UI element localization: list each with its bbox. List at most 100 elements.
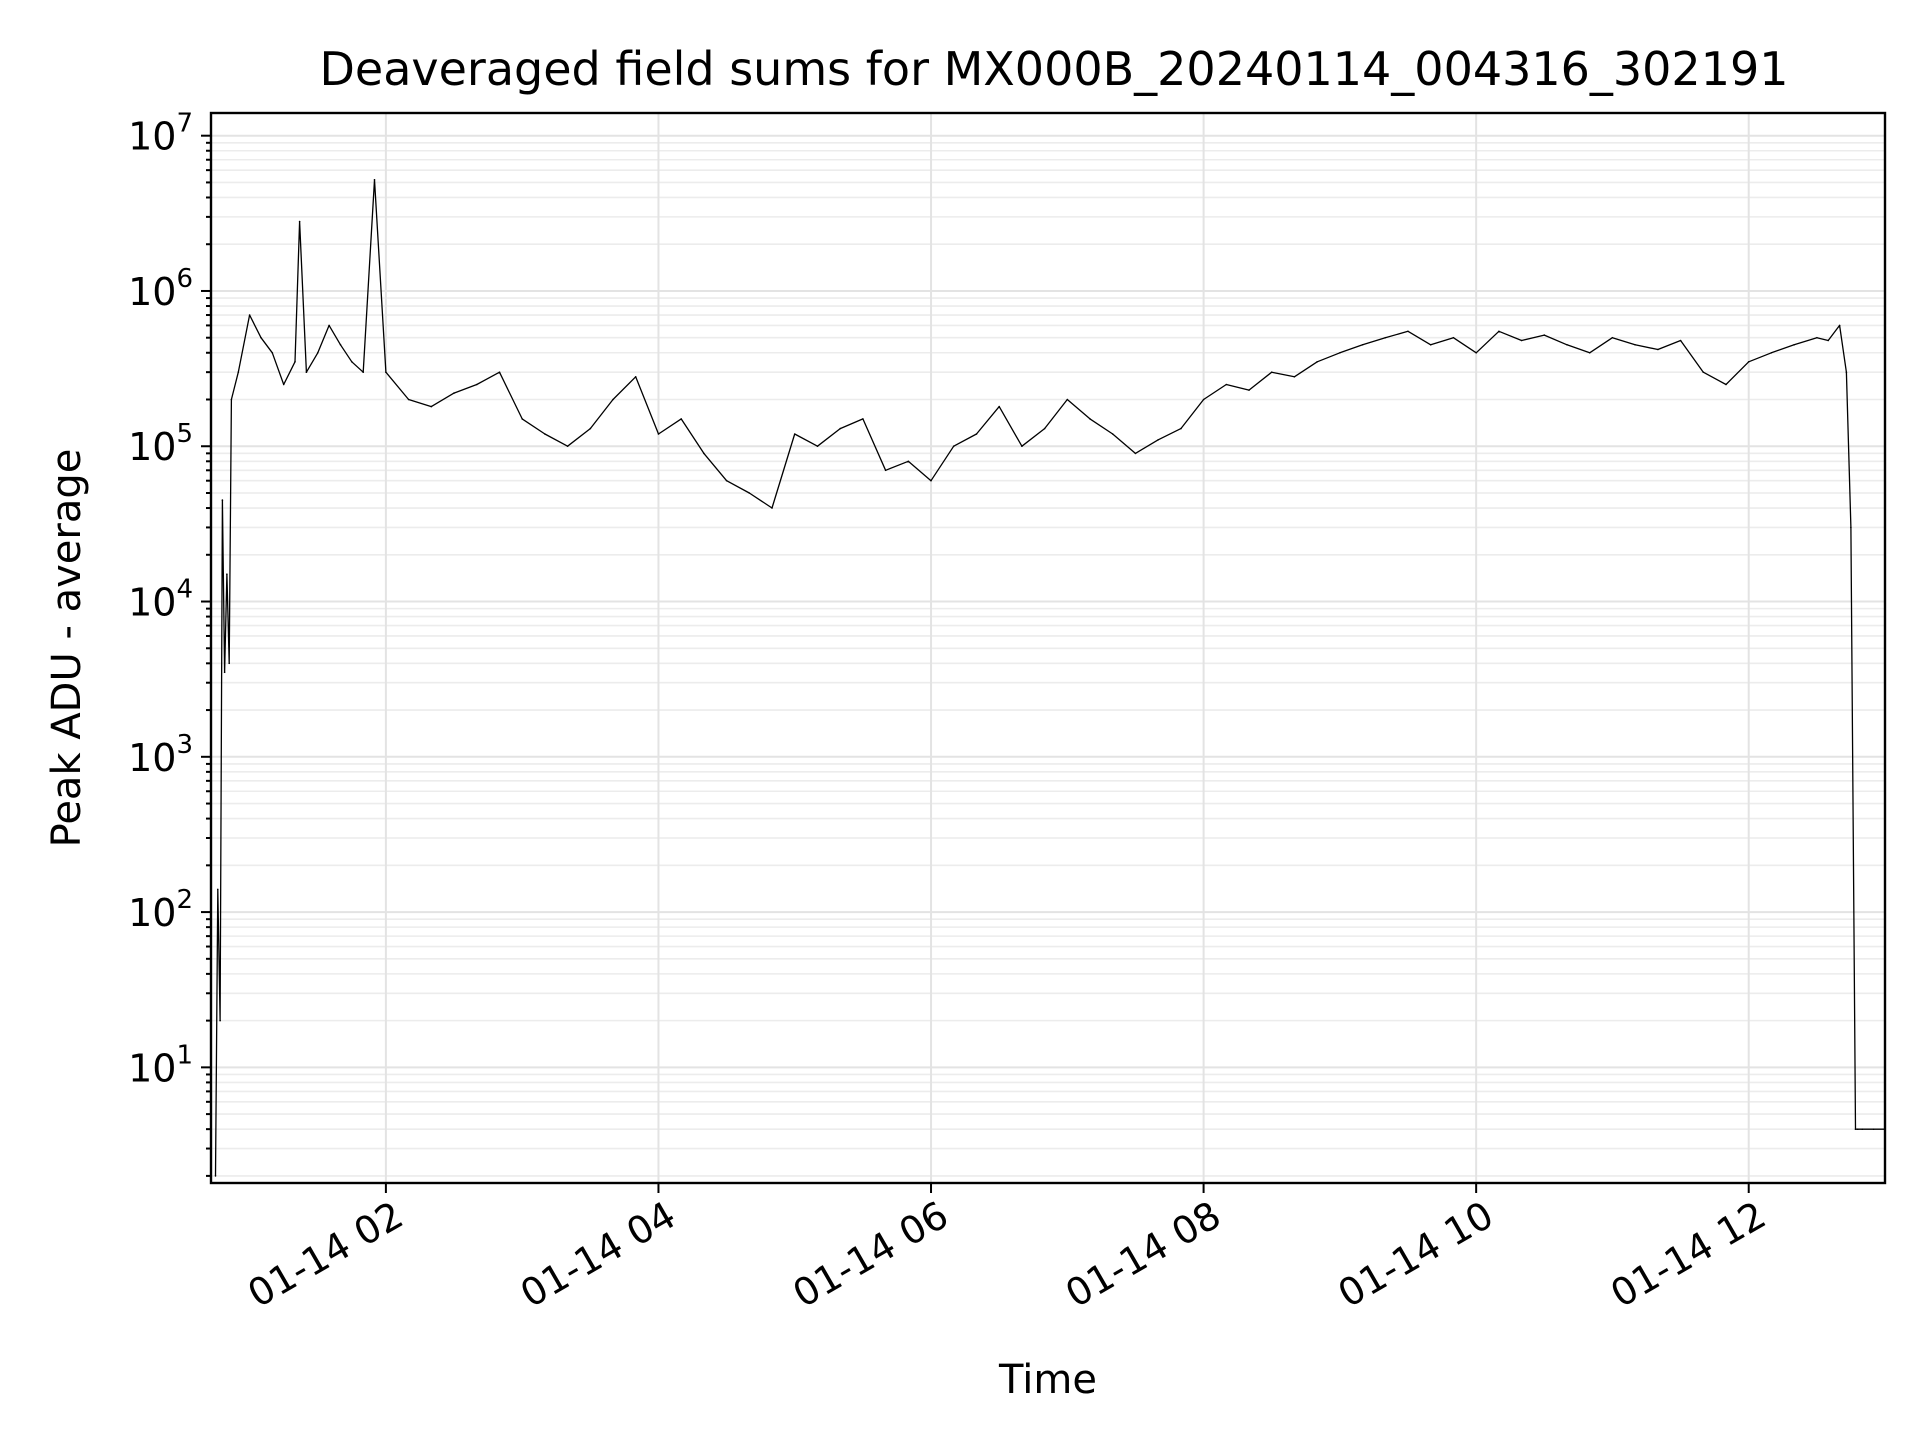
data-point [298,220,301,223]
data-point [271,352,274,354]
data-point [862,418,864,420]
data-point [1747,361,1750,363]
data-point [1225,383,1228,386]
data-point [1293,376,1296,378]
data-point [1854,1128,1857,1130]
data-point [217,888,219,891]
data-point [725,479,728,482]
data-point [1407,330,1409,333]
data-point [975,433,978,435]
data-point [1111,433,1114,435]
y-axis: 101 102 103 104 105 106 107 [128,109,211,1177]
data-point [407,398,410,401]
data-point [339,344,342,346]
data-point [305,371,308,374]
data-point [1498,330,1500,333]
data-point [1202,398,1205,401]
data-point [1856,1128,1859,1130]
data-point [1838,324,1841,327]
data-point [1452,336,1455,339]
data-point [430,405,433,408]
data-point [1021,445,1023,448]
data-point [1827,339,1829,342]
data-point [226,573,228,575]
grid [211,113,1885,1183]
data-point [1679,339,1682,342]
data-point [771,507,773,509]
data-point [1611,336,1614,339]
data-point [1588,352,1591,354]
data-point [221,499,224,501]
data-point [1543,334,1546,336]
data-point [544,433,546,435]
data-point [1850,526,1852,529]
data-point [1066,398,1069,401]
y-axis-label: Peak ADU - average [44,449,90,848]
data-point [907,460,910,463]
data-point [703,452,705,455]
y-tick-label: 103 [128,730,193,780]
data-point [1725,383,1727,386]
data-point [1384,336,1387,339]
data-point [589,427,592,430]
data-point [1872,1128,1875,1130]
data-point [453,392,455,394]
y-tick-label: 105 [128,419,193,469]
chart-title: Deaveraged field sums for MX000B_2024011… [319,42,1788,96]
data-point [385,371,387,374]
data-point [228,662,230,665]
data-point [1316,361,1318,363]
data-point [816,445,819,448]
data-point [1180,427,1182,430]
data-point [219,1019,221,1022]
plot-area [214,179,1886,1177]
data-point [362,371,365,374]
data-point [1702,371,1705,374]
data-point [680,418,682,420]
data-point [952,445,955,448]
data-point [498,371,501,374]
data-point [1566,344,1568,346]
y-tick-label: 102 [128,885,193,935]
data-point [476,383,478,386]
y-tick-label: 107 [128,109,193,159]
data-point [793,433,796,435]
data-point [223,671,226,674]
data-point [230,398,233,401]
data-point [1134,452,1137,455]
data-point [1361,344,1364,346]
data-point [317,352,319,354]
data-point [1089,418,1091,420]
data-point [1634,344,1636,346]
data-point [1475,352,1477,354]
data-point [566,445,569,448]
data-point [1845,371,1848,374]
data-point [1770,352,1773,354]
y-tick-label: 106 [128,264,193,314]
data-point [748,492,751,494]
data-point [634,376,637,378]
data-point [1270,371,1273,374]
data-point [1520,339,1523,342]
x-axis-label: Time [998,1357,1097,1403]
y-tick-label: 104 [128,575,193,625]
y-tick-label: 101 [128,1040,193,1090]
data-point [521,418,523,420]
data-point [839,427,841,430]
data-point [612,398,614,401]
data-point [214,1175,217,1177]
data-point [1429,344,1432,346]
data-point [657,433,660,435]
data-point [328,324,330,327]
data-point [930,479,932,482]
data-point [1816,336,1818,339]
data-point [282,383,285,386]
data-point [237,371,240,374]
data-point [294,361,296,363]
data-point [884,469,887,472]
data-point [1157,439,1159,441]
data-point [1339,352,1341,354]
data-point [1861,1128,1864,1130]
